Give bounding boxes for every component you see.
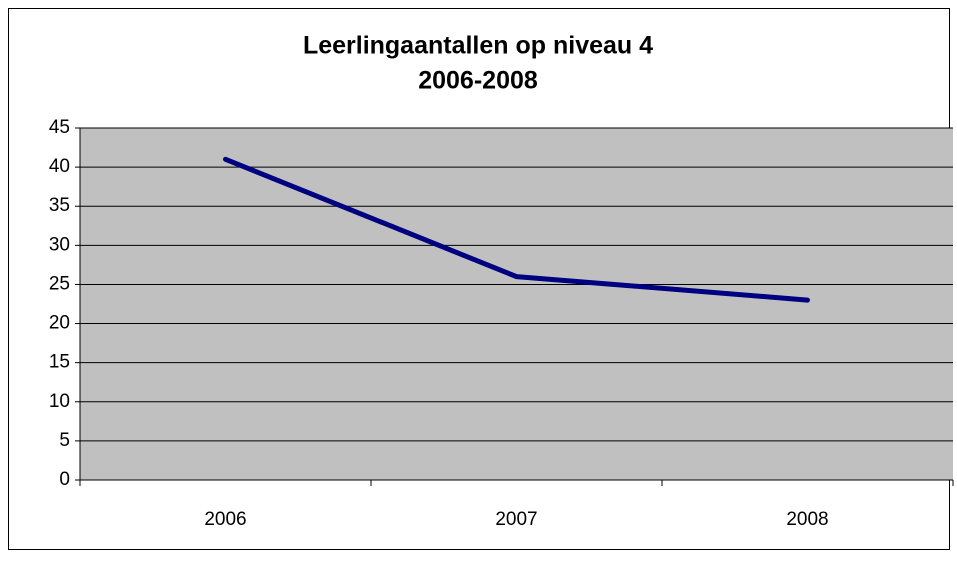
x-tick-label: 2008: [786, 509, 828, 530]
y-tick-label: 45: [49, 117, 70, 138]
y-tick-label: 20: [49, 313, 70, 334]
y-tick-label: 0: [59, 469, 70, 490]
chart-title: Leerlingaantallen op niveau 4: [303, 32, 653, 60]
plot-area: [80, 128, 953, 480]
y-tick-label: 35: [49, 195, 70, 216]
y-tick-label: 30: [49, 234, 70, 255]
x-tick-label: 2007: [495, 509, 537, 530]
y-tick-label: 25: [49, 273, 70, 294]
chart-subtitle: 2006-2008: [418, 67, 538, 95]
y-tick-label: 40: [49, 156, 70, 177]
y-tick-label: 15: [49, 352, 70, 373]
y-tick-label: 10: [49, 391, 70, 412]
x-tick-label: 2006: [204, 509, 246, 530]
data-line: [223, 156, 810, 303]
y-tick-label: 5: [59, 430, 70, 451]
